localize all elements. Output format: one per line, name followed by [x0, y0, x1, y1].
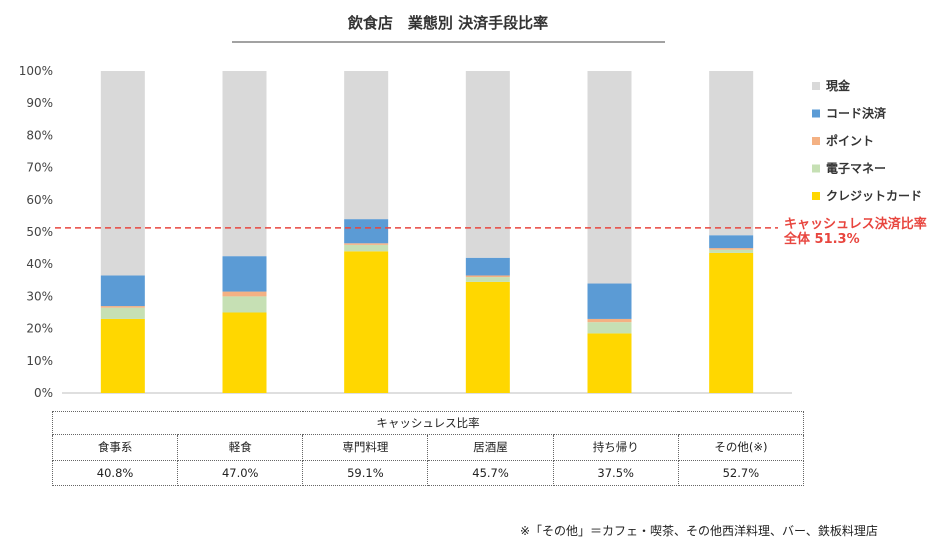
table-header-cell: その他(※): [677, 434, 805, 461]
bar-segment: [344, 243, 389, 245]
legend-swatch: [812, 82, 820, 90]
legend-swatch: [812, 137, 820, 145]
table-header-cell: 軽食: [177, 434, 304, 461]
y-tick-label: 70%: [26, 161, 53, 175]
bar-segment: [709, 252, 754, 393]
chart-title: 飲食店 業態別 決済手段比率: [347, 14, 548, 32]
legend-swatch: [812, 164, 820, 173]
table-title-row: キャッシュレス比率: [52, 410, 804, 436]
table-header-cell: 居酒屋: [427, 434, 554, 461]
bar-segment: [222, 256, 267, 292]
table-value-cell: 47.0%: [177, 459, 304, 487]
y-tick-label: 30%: [26, 289, 53, 303]
table-value-cell: 37.5%: [552, 459, 679, 487]
bar-segment: [344, 251, 389, 393]
bar-segment: [222, 296, 267, 313]
bar-segment: [222, 71, 267, 257]
table-header-row: 食事系 軽食 専門料理 居酒屋 持ち帰り その他(※): [51, 434, 805, 461]
legend-label: 電子マネー: [826, 162, 886, 176]
table-value-cell: 40.8%: [51, 459, 179, 487]
reference-label: キャッシュレス決済比率: [784, 216, 927, 232]
y-tick-label: 10%: [26, 354, 53, 368]
bar-segment: [587, 318, 632, 323]
bar-segment: [465, 71, 510, 258]
y-tick-label: 40%: [26, 257, 53, 271]
bar-segment: [587, 333, 632, 393]
bar-segment: [465, 257, 510, 276]
reference-value-label: 全体 51.3%: [783, 231, 860, 247]
bar-segment: [222, 312, 267, 393]
y-tick-label: 90%: [26, 96, 53, 110]
y-axis: 0% 10% 20% 30% 40% 50% 60% 70% 80% 90% 100%: [19, 64, 792, 400]
legend-label: ポイント: [826, 133, 874, 148]
bar-segment: [100, 71, 145, 276]
bar-segment: [709, 71, 754, 236]
stacked-bar-chart: 飲食店 業態別 決済手段比率 0% 10% 20% 30% 40% 50% 60% 70% 80…: [19, 14, 927, 400]
table-value-cell: 52.7%: [677, 459, 805, 487]
table-value-cell: 59.1%: [302, 459, 429, 487]
bar-segment: [344, 71, 389, 220]
bar-segment: [709, 248, 754, 250]
bar-segment: [587, 71, 632, 284]
y-tick-label: 100%: [19, 64, 53, 78]
bars-group: [100, 71, 754, 393]
legend-swatch: [812, 109, 820, 118]
bar-segment: [587, 283, 632, 319]
legend-label: コード決済: [826, 106, 887, 121]
table-title: キャッシュレス比率: [52, 410, 804, 436]
table-value-cell: 45.7%: [427, 459, 554, 487]
bar-segment: [465, 275, 510, 278]
cashless-ratio-table: キャッシュレス比率 食事系 軽食 専門料理 居酒屋 持ち帰り その他(※) 40…: [51, 410, 805, 487]
y-tick-label: 0%: [34, 386, 53, 400]
bar-segment: [100, 318, 145, 393]
bar-segment: [465, 277, 510, 282]
table-header-cell: 専門料理: [302, 434, 429, 461]
y-tick-label: 60%: [26, 193, 53, 207]
bar-segment: [465, 281, 510, 393]
y-tick-label: 50%: [26, 225, 53, 239]
bar-segment: [344, 244, 389, 252]
y-tick-label: 80%: [26, 128, 53, 142]
table-value-row: 40.8% 47.0% 59.1% 45.7% 37.5% 52.7%: [51, 459, 805, 487]
bar-segment: [222, 291, 267, 297]
bar-segment: [100, 306, 145, 308]
y-tick-label: 20%: [26, 322, 53, 336]
bar-segment: [100, 275, 145, 307]
legend-swatch: [812, 192, 820, 200]
table-header-cell: 食事系: [51, 434, 179, 461]
bar-segment: [344, 219, 389, 244]
table-header-cell: 持ち帰り: [552, 434, 679, 461]
bar-segment: [587, 322, 632, 334]
bar-segment: [100, 307, 145, 319]
legend-label: クレジットカード: [826, 189, 922, 203]
footnote: ※「その他」＝カフェ・喫茶、その他西洋料理、バー、鉄板料理店: [520, 524, 878, 538]
legend-label: 現金: [826, 78, 851, 93]
bar-segment: [709, 235, 754, 249]
bar-segment: [709, 249, 754, 253]
